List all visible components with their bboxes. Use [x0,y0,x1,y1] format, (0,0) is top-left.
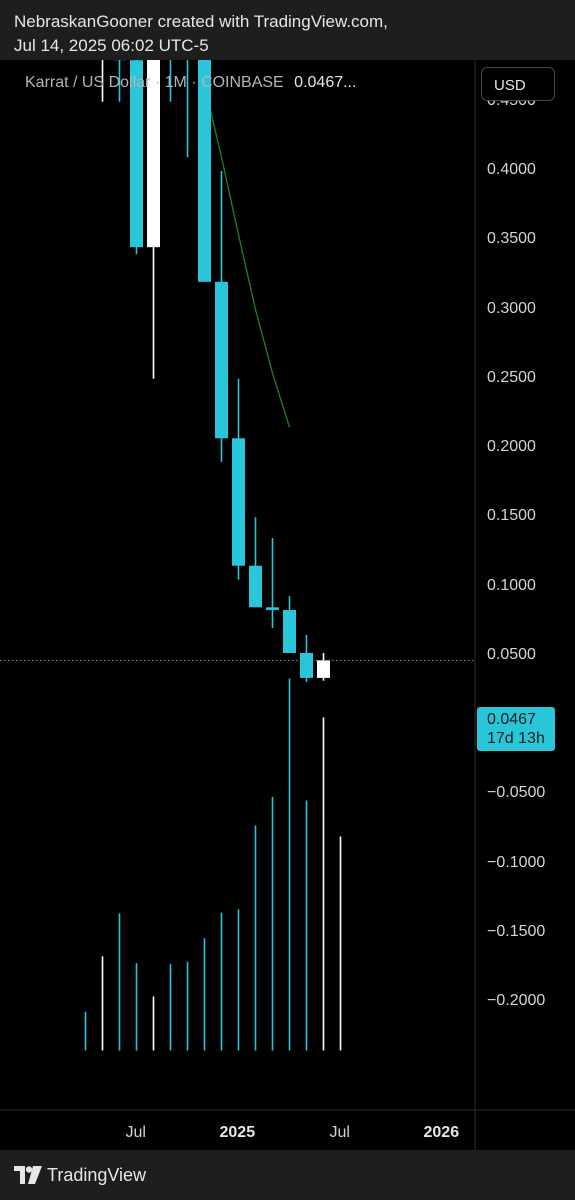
tradingview-brand: TradingView [47,1165,147,1185]
chart-pane[interactable] [0,60,575,1150]
candle-body [164,0,177,39]
moving-average-line [205,91,291,428]
candle-body [198,60,211,282]
price-tick-label: 0.4000 [487,161,536,178]
candle-body [249,565,262,608]
last-price-value: 0.0467 [487,711,536,728]
price-tick-label: 0.2000 [487,438,536,455]
last-price-label: 0.0467 17d 13h [477,707,555,751]
candle-body [300,652,313,678]
time-tick-label: 2026 [423,1124,460,1141]
currency-button[interactable]: USD [481,67,555,101]
time-tick-label: Jul [329,1124,350,1141]
candle-body [113,60,126,61]
footer [0,1150,575,1200]
candle-body [147,60,160,248]
symbol-label: Karrat / US Dollar · 1M · COINBASE [25,74,284,91]
candle-body [215,281,228,439]
tradingview-logo-icon [14,1166,42,1184]
bar-countdown: 17d 13h [487,730,545,747]
price-tick-label: 0.3000 [487,299,536,317]
attribution-header: NebraskanGooner created with TradingView… [0,0,575,60]
symbol-price: 0.0467... [294,74,357,91]
price-tick-label: −0.2000 [487,992,546,1009]
candle-body [266,607,279,611]
price-tick-label: −0.0500 [487,784,546,802]
symbol-info: Karrat / US Dollar · 1M · COINBASE 0.046… [25,74,356,92]
plot-area [84,0,342,1051]
price-tick-label: −0.1000 [487,853,546,871]
time-tick-label: Jul [125,1124,146,1141]
price-tick-label: 0.3500 [487,230,536,248]
attribution-date: Jul 14, 2025 06:02 UTC-5 [14,36,209,55]
candle-body [283,610,296,653]
time-tick-label: 2025 [219,1124,256,1141]
price-tick-label: 0.0500 [487,645,536,663]
price-tick-label: 0.2500 [487,368,536,386]
price-tick-label: 0.1500 [487,507,536,525]
candle-body [317,660,330,678]
price-tick-label: 0.1000 [487,576,536,594]
attribution-author: NebraskanGooner created with TradingView… [14,12,388,31]
candle-body [181,46,194,53]
candle-body [232,438,245,566]
price-tick-label: −0.1500 [487,922,546,940]
candle-body [130,60,143,248]
